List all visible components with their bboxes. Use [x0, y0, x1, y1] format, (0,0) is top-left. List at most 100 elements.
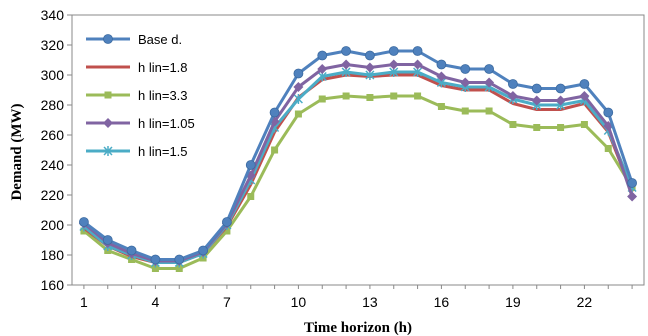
legend-label: Base d. — [138, 32, 182, 47]
data-point — [604, 145, 612, 152]
data-point — [341, 46, 351, 56]
data-point — [508, 79, 518, 89]
legend-label: h lin=1.5 — [138, 144, 188, 159]
data-point — [269, 107, 280, 118]
data-point — [293, 82, 304, 92]
y-tick-label: 340 — [41, 7, 65, 23]
data-point — [436, 59, 447, 70]
data-point — [412, 59, 423, 70]
data-point — [174, 254, 185, 265]
x-tick-label: 22 — [577, 294, 593, 310]
data-point — [151, 265, 159, 272]
legend-item: h lin=3.3 — [86, 88, 188, 103]
legend-label: h lin=1.05 — [138, 116, 195, 131]
data-point — [414, 92, 422, 100]
data-point — [294, 110, 302, 118]
data-point — [507, 91, 518, 101]
data-point — [555, 83, 566, 94]
data-point — [484, 77, 495, 88]
y-tick-label: 240 — [41, 157, 65, 173]
data-point — [317, 64, 328, 74]
data-point — [102, 235, 113, 245]
data-point — [175, 265, 183, 272]
data-point — [341, 59, 352, 70]
data-point — [531, 83, 542, 94]
data-point — [412, 46, 423, 56]
data-point — [531, 95, 542, 106]
data-point — [460, 77, 471, 88]
data-point — [461, 107, 469, 115]
legend-item: h lin=1.8 — [86, 60, 188, 75]
x-tick-label: 13 — [362, 294, 378, 310]
data-point — [103, 118, 113, 128]
y-tick-label: 160 — [41, 277, 65, 293]
data-point — [198, 245, 208, 256]
data-point — [390, 92, 398, 100]
data-point — [103, 34, 113, 44]
x-axis-ticks: 1 4 7 10 13 16 19 22 — [80, 285, 633, 310]
data-point — [365, 50, 375, 61]
data-point — [126, 245, 137, 256]
x-tick-label: 4 — [152, 294, 160, 310]
y-axis-ticks: 160 180 200 220 240 260 280 300 320 340 — [41, 7, 72, 293]
y-tick-label: 300 — [41, 67, 65, 83]
x-tick-label: 10 — [291, 294, 307, 310]
data-point — [388, 46, 399, 56]
data-point — [436, 71, 447, 82]
data-point — [366, 94, 374, 101]
data-point — [509, 121, 517, 128]
y-tick-label: 180 — [41, 247, 65, 263]
data-point — [150, 254, 161, 265]
data-point — [342, 92, 350, 100]
data-point — [318, 95, 326, 103]
legend: Base d. h lin=1.8 h lin=3.3 h lin=1.05 h lin… — [86, 32, 195, 159]
data-point — [579, 91, 590, 101]
y-tick-label: 260 — [41, 127, 65, 143]
y-tick-label: 320 — [41, 37, 65, 53]
data-point — [79, 217, 89, 227]
legend-label: h lin=3.3 — [138, 88, 188, 103]
legend-label: h lin=1.8 — [138, 60, 188, 75]
legend-item: Base d. — [86, 32, 182, 47]
data-point — [317, 50, 328, 61]
data-point — [104, 91, 112, 99]
series-layer — [78, 46, 638, 272]
data-point — [557, 124, 565, 131]
y-tick-label: 280 — [41, 97, 65, 113]
data-point — [222, 217, 232, 227]
data-point — [533, 124, 541, 131]
data-point — [245, 160, 256, 170]
data-point — [460, 64, 471, 74]
x-tick-label: 1 — [80, 294, 88, 310]
y-axis-title: Demand (MW) — [9, 103, 25, 200]
legend-item: h lin=1.5 — [86, 144, 188, 159]
x-tick-label: 16 — [434, 294, 450, 310]
y-tick-label: 220 — [41, 187, 65, 203]
data-point — [364, 62, 375, 73]
data-point — [603, 107, 614, 118]
series-base-d- — [79, 46, 637, 265]
data-point — [293, 68, 304, 79]
data-point — [247, 193, 255, 200]
x-tick-label: 7 — [223, 294, 231, 310]
y-tick-label: 200 — [41, 217, 65, 233]
data-point — [555, 95, 566, 106]
x-tick-label: 19 — [505, 294, 521, 310]
data-point — [627, 191, 638, 202]
data-point — [484, 64, 494, 74]
legend-item: h lin=1.05 — [86, 116, 195, 131]
data-point — [580, 121, 588, 128]
data-point — [485, 107, 493, 115]
x-axis-title: Time horizon (h) — [304, 320, 412, 336]
data-point — [627, 178, 637, 188]
data-point — [103, 146, 113, 156]
data-point — [437, 103, 445, 110]
data-point — [388, 59, 399, 70]
data-point — [579, 79, 590, 89]
series-line — [82, 94, 634, 270]
data-point — [223, 227, 231, 235]
data-point — [271, 146, 279, 154]
data-point — [293, 94, 303, 104]
plot-area — [71, 14, 645, 286]
